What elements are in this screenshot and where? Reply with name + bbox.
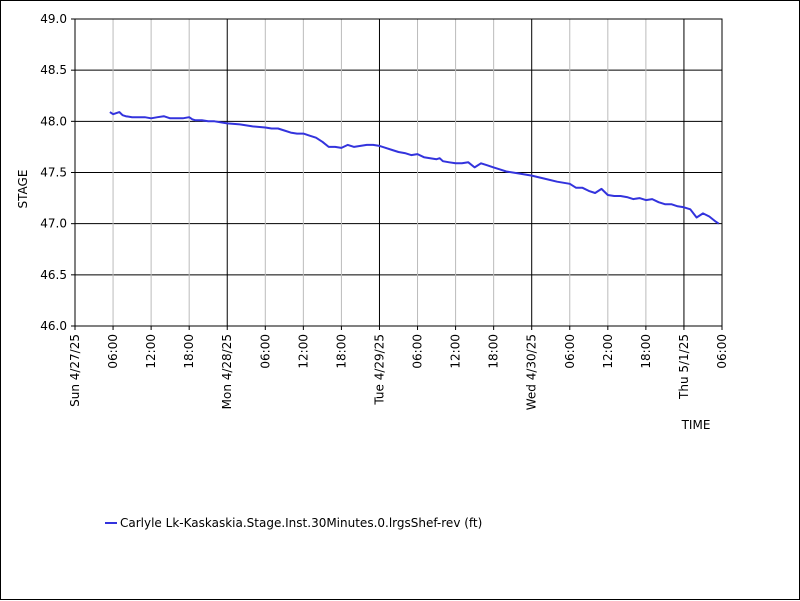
x-tick-label: 06:00 [106,334,120,369]
y-tick-label: 48.5 [40,63,67,77]
x-tick-label: 06:00 [258,334,272,369]
x-tick-label: Tue 4/29/25 [372,334,386,406]
x-tick-label: 06:00 [563,334,577,369]
x-tick-labels: Sun 4/27/25 06:00 12:00 18:00 Mon 4/28/25 06:… [68,326,729,410]
x-axis-label: TIME [681,418,711,432]
series-line [109,111,720,225]
y-axis-label: STAGE [16,170,30,209]
x-tick-label: 18:00 [639,334,653,369]
x-tick-label: 12:00 [601,334,615,369]
x-tick-label: Mon 4/28/25 [220,334,234,409]
y-tick-label: 46.0 [40,319,67,333]
x-tick-label: 12:00 [296,334,310,369]
y-tick-label: 47.5 [40,166,67,180]
y-tick-label: 47.0 [40,217,67,231]
x-tick-label: Wed 4/30/25 [525,334,539,410]
series-lines [109,111,720,225]
x-tick-label: 12:00 [144,334,158,369]
legend-label: Carlyle Lk-Kaskaskia.Stage.Inst.30Minute… [120,516,482,530]
y-tick-label: 49.0 [40,12,67,26]
x-tick-label: 06:00 [411,334,425,369]
x-tick-label: Sun 4/27/25 [68,334,82,407]
grid-lines [74,18,723,327]
x-tick-label: 06:00 [715,334,729,369]
x-tick-label: Thu 5/1/25 [677,334,691,400]
x-tick-label: 18:00 [182,334,196,369]
y-tick-label: 46.5 [40,268,67,282]
plot-border [74,18,723,327]
legend: Carlyle Lk-Kaskaskia.Stage.Inst.30Minute… [105,516,482,530]
x-tick-label: 18:00 [487,334,501,369]
y-tick-labels: 46.0 46.5 47.0 47.5 48.0 48.5 49.0 [40,12,75,333]
x-tick-label: 12:00 [449,334,463,369]
x-tick-label: 18:00 [334,334,348,369]
y-tick-label: 48.0 [40,114,67,128]
